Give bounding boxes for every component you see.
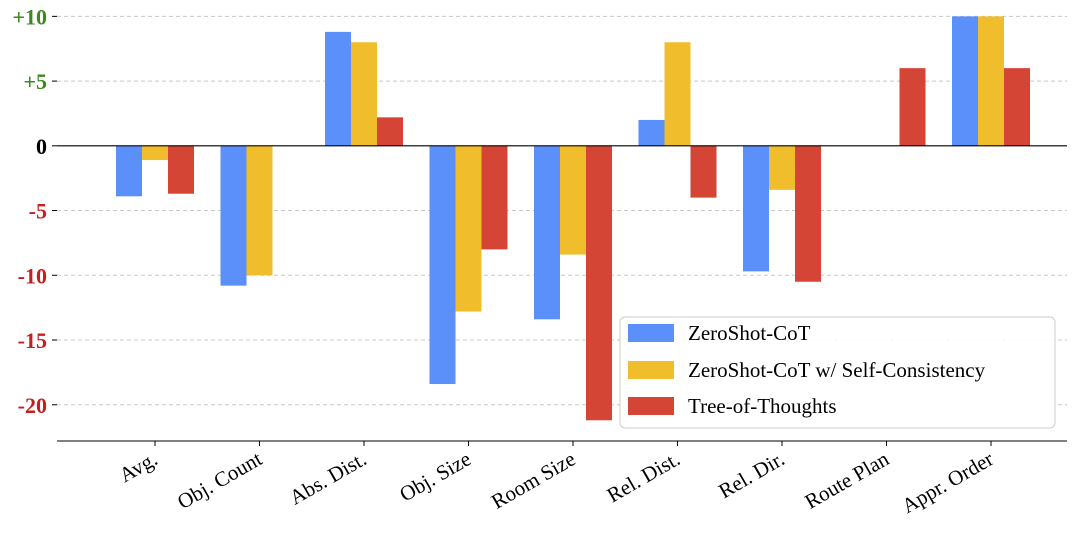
bar [1004, 68, 1030, 146]
legend-label-tree-of-thoughts: Tree-of-Thoughts [688, 394, 837, 418]
bar [168, 145, 194, 194]
bar [377, 117, 403, 146]
y-tick-label: -20 [18, 393, 47, 418]
bar [116, 145, 142, 197]
bar [899, 68, 926, 146]
y-tick-label: +5 [23, 69, 47, 94]
x-tick-label: Avg. [115, 447, 162, 488]
bar [978, 16, 1004, 146]
bar [534, 145, 560, 320]
bar [246, 145, 273, 276]
bar [325, 31, 351, 146]
x-tick-label: Rel. Dist. [603, 447, 684, 508]
x-tick-label: Rel. Dir. [714, 447, 788, 504]
y-tick-label: -5 [29, 199, 47, 224]
y-tick-label: -15 [18, 328, 47, 353]
legend: ZeroShot-CoT ZeroShot-CoT w/ Self-Consis… [619, 316, 1056, 429]
x-axis-ticks: Avg. Obj. Count Abs. Dist. Obj. Size Room Si… [115, 441, 998, 518]
legend-label-self-consistency: ZeroShot-CoT w/ Self-Consistency [688, 358, 986, 382]
bar [769, 145, 795, 190]
bar [664, 42, 691, 146]
x-tick-label: Obj. Count [173, 446, 266, 514]
legend-swatch-zeroshot-cot [628, 324, 674, 342]
x-tick-label: Room Size [487, 447, 579, 514]
legend-swatch-tree-of-thoughts [628, 397, 674, 415]
x-tick-label: Route Plan [801, 446, 894, 513]
x-tick-label: Obj. Size [395, 447, 475, 507]
bar [455, 145, 482, 312]
legend-swatch-self-consistency [628, 361, 674, 379]
bar [795, 145, 821, 282]
y-tick-label: 0 [36, 134, 47, 159]
bar [690, 145, 717, 198]
legend-box [619, 316, 1056, 429]
y-tick-label: -10 [18, 263, 47, 288]
y-axis-ticks: +10 +5 0 -5 -10 -15 -20 [12, 4, 57, 418]
x-tick-label: Appr. Order [898, 447, 998, 519]
bar [560, 145, 586, 255]
bars [116, 16, 1030, 421]
y-tick-label: +10 [12, 4, 47, 29]
x-tick-label: Abs. Dist. [285, 447, 370, 510]
bar [586, 145, 612, 421]
bar [429, 145, 456, 385]
bar [351, 42, 377, 146]
bar [638, 119, 665, 146]
bar [142, 145, 168, 161]
bar [743, 145, 769, 272]
legend-label-zeroshot-cot: ZeroShot-CoT [688, 321, 811, 345]
bar [220, 145, 247, 286]
bar [952, 16, 978, 146]
bar [481, 145, 508, 250]
